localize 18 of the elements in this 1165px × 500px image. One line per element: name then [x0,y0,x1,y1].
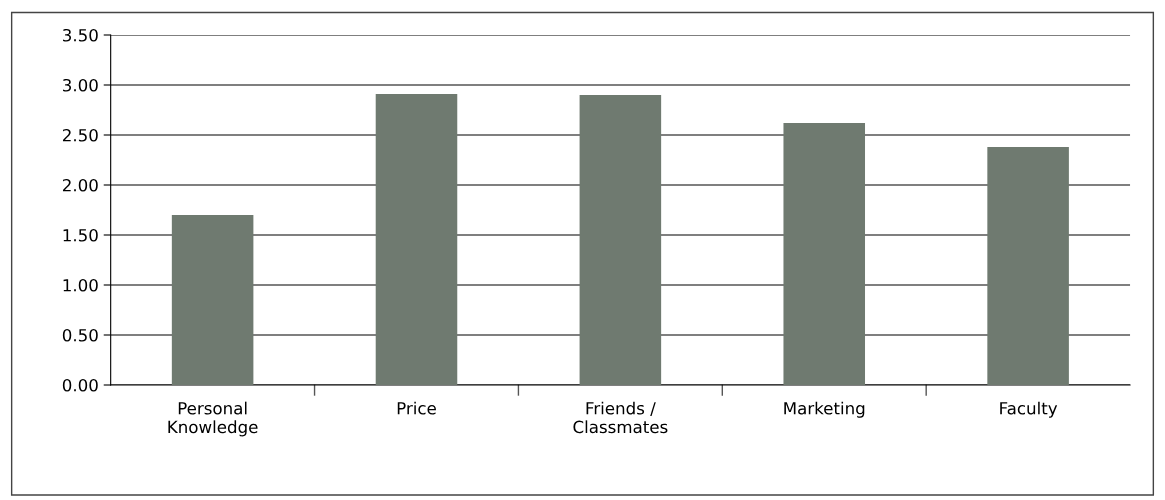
x-tick-label: Personal Knowledge [168,401,258,437]
bar [579,95,662,385]
bar [987,147,1069,385]
bar [375,94,458,385]
bar [783,123,866,385]
y-tick-label: 0.00 [62,378,98,392]
bar [171,215,254,385]
x-tick-label: Faculty [1000,401,1058,418]
x-tick-label: Friends / Classmates [573,401,668,434]
x-tick-label: Marketing [784,401,865,418]
y-tick-label: 2.50 [62,128,98,142]
y-tick-label: 2.00 [62,178,98,192]
y-tick-label: 3.00 [63,78,98,92]
y-tick-label: 1.00 [63,278,98,292]
x-tick-label: Price [397,401,436,415]
y-tick-label: 0.50 [62,328,98,342]
y-tick-label: 3.50 [63,28,98,42]
y-tick-label: 1.50 [63,228,98,242]
